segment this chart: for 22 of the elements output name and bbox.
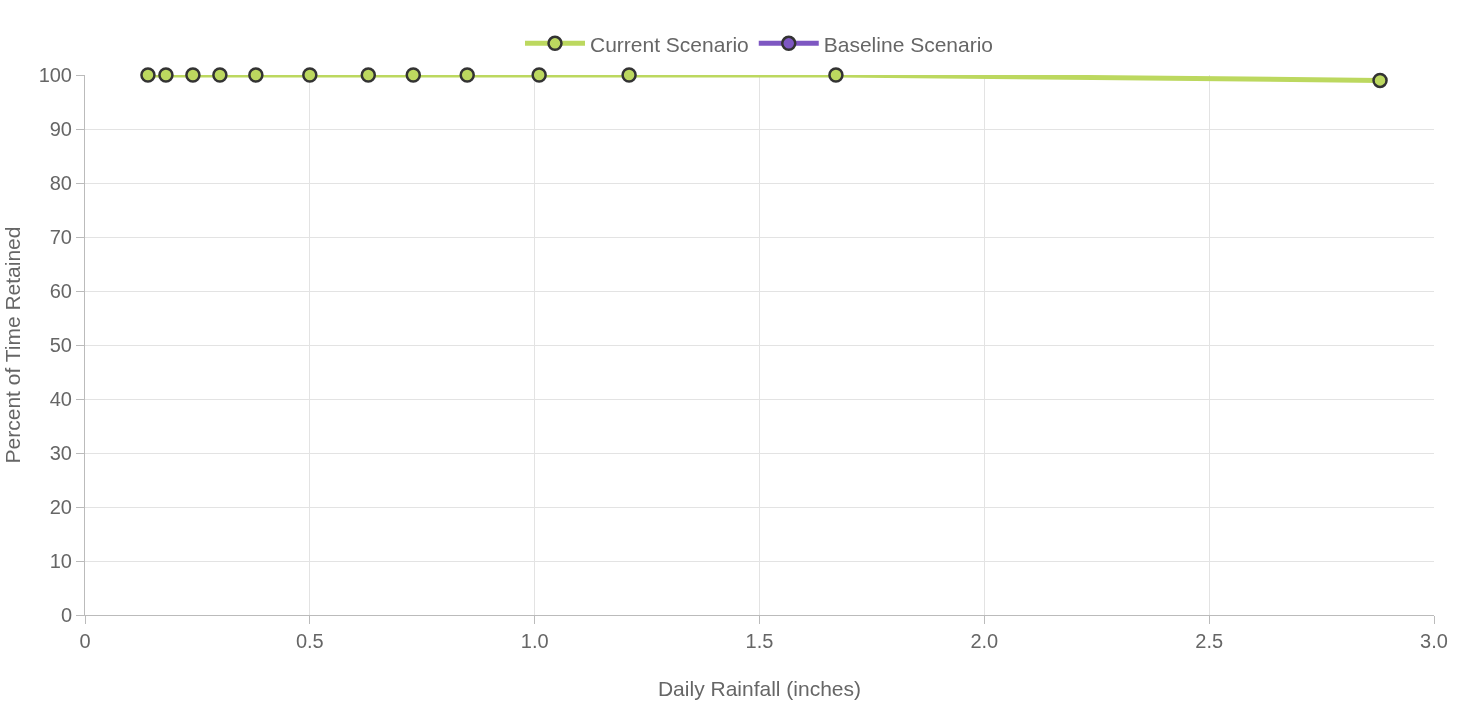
- x-tick-label: 3.0: [1420, 630, 1448, 652]
- y-tick-label: 0: [60, 604, 72, 626]
- legend-label: Baseline Scenario: [823, 32, 994, 56]
- y-tick-label: 20: [49, 496, 72, 518]
- y-tick-label: 50: [49, 334, 72, 356]
- x-tick-label: 1.5: [745, 630, 774, 652]
- y-tick-label: 30: [49, 442, 72, 464]
- y-tick-label: 40: [49, 388, 72, 410]
- y-tick-label: 60: [49, 280, 72, 302]
- x-tick-label: 1.0: [520, 630, 549, 652]
- y-axis-title: Percent of Time Retained: [0, 226, 24, 464]
- y-tick-label: 100: [38, 64, 72, 86]
- x-tick-label: 2.0: [970, 630, 999, 652]
- y-tick-label: 90: [49, 118, 72, 140]
- x-tick-label: 0.5: [295, 630, 324, 652]
- legend-label: Current Scenario: [590, 32, 749, 56]
- x-axis-title: Daily Rainfall (inches): [657, 677, 862, 701]
- y-tick-label: 70: [49, 226, 72, 248]
- y-tick-label: 80: [49, 172, 72, 194]
- x-tick-label: 0: [79, 630, 91, 652]
- y-tick-label: 10: [49, 550, 72, 572]
- x-tick-label: 2.5: [1195, 630, 1224, 652]
